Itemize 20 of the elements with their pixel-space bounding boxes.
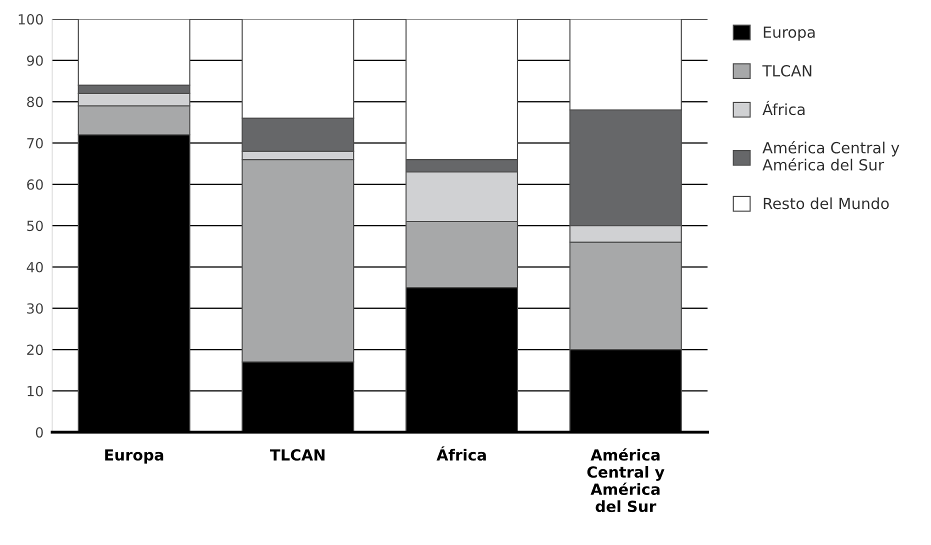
y-tick-label: 70 <box>27 138 43 148</box>
legend-label: TLCAN <box>762 64 812 77</box>
legend-label: América Central y América del Sur <box>762 141 900 171</box>
x-tick-label: África <box>436 446 486 461</box>
legend-label: Resto del Mundo <box>764 197 889 210</box>
y-tick-label: 100 <box>18 14 43 25</box>
x-tick-label: Europa <box>105 449 164 464</box>
x-tick-label: América Central y América del Sur <box>587 448 664 512</box>
y-tick-label: 10 <box>28 386 43 396</box>
y-tick-label: 90 <box>27 55 43 66</box>
legend-label: Europa <box>764 26 815 41</box>
legend-label: África <box>762 100 805 116</box>
y-tick-label: 60 <box>27 179 43 190</box>
y-tick-label: 50 <box>27 220 43 232</box>
y-tick-label: 80 <box>27 96 43 108</box>
y-tick-label: 40 <box>26 262 43 272</box>
y-tick-label: 0 <box>36 427 43 438</box>
x-tick-label: TLCAN <box>270 449 325 461</box>
y-tick-label: 20 <box>27 344 43 356</box>
y-tick-label: 30 <box>27 303 43 314</box>
